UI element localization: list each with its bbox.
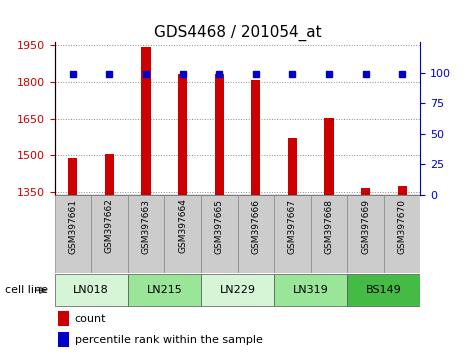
Text: LN229: LN229 xyxy=(219,285,256,295)
Text: GSM397668: GSM397668 xyxy=(324,199,333,253)
Bar xyxy=(142,47,151,195)
Bar xyxy=(274,195,311,273)
Bar xyxy=(361,188,370,195)
Bar xyxy=(398,186,407,195)
Text: count: count xyxy=(75,314,106,324)
Text: LN215: LN215 xyxy=(146,285,182,295)
Text: BS149: BS149 xyxy=(366,285,402,295)
Bar xyxy=(105,154,114,195)
Bar xyxy=(347,274,420,306)
Text: GSM397662: GSM397662 xyxy=(105,199,114,253)
Text: GSM397663: GSM397663 xyxy=(142,199,151,253)
Bar xyxy=(58,332,68,347)
Bar xyxy=(178,74,187,195)
Bar xyxy=(58,311,68,326)
Text: LN319: LN319 xyxy=(293,285,329,295)
Text: cell line: cell line xyxy=(5,285,48,295)
Bar xyxy=(311,195,347,273)
Bar xyxy=(164,195,201,273)
Text: GSM397664: GSM397664 xyxy=(178,199,187,253)
Text: GSM397670: GSM397670 xyxy=(398,199,407,253)
Text: GSM397669: GSM397669 xyxy=(361,199,370,253)
Bar xyxy=(91,195,128,273)
Bar xyxy=(55,195,91,273)
Bar xyxy=(201,195,238,273)
Title: GDS4468 / 201054_at: GDS4468 / 201054_at xyxy=(154,25,321,41)
Bar xyxy=(128,274,201,306)
Text: GSM397666: GSM397666 xyxy=(251,199,260,253)
Bar xyxy=(238,195,274,273)
Text: GSM397665: GSM397665 xyxy=(215,199,224,253)
Bar xyxy=(128,195,164,273)
Bar xyxy=(201,274,274,306)
Text: GSM397667: GSM397667 xyxy=(288,199,297,253)
Bar xyxy=(288,138,297,195)
Text: LN018: LN018 xyxy=(73,285,109,295)
Bar xyxy=(251,80,260,195)
Bar xyxy=(384,195,420,273)
Bar xyxy=(68,158,77,195)
Bar xyxy=(347,195,384,273)
Bar xyxy=(274,274,347,306)
Bar xyxy=(324,118,333,195)
Bar xyxy=(215,74,224,195)
Text: percentile rank within the sample: percentile rank within the sample xyxy=(75,335,263,345)
Text: GSM397661: GSM397661 xyxy=(68,199,77,253)
Bar xyxy=(55,274,128,306)
